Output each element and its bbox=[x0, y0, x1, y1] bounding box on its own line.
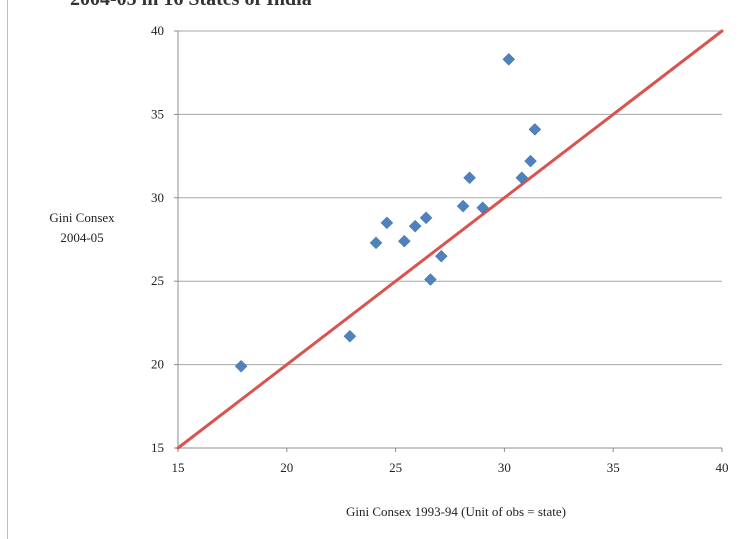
data-point-8 bbox=[424, 273, 437, 286]
y-tick-label-20: 20 bbox=[151, 357, 164, 372]
chart-frame bbox=[7, 0, 738, 539]
data-point-6 bbox=[408, 219, 422, 233]
x-tick-label-25: 25 bbox=[389, 460, 402, 475]
x-tick-label-30: 30 bbox=[498, 460, 511, 475]
data-point-12 bbox=[476, 201, 489, 215]
data-point-3 bbox=[369, 236, 383, 250]
y-tick-label-15: 15 bbox=[151, 440, 164, 455]
cropped-title: 2004-05 in 16 States of India bbox=[70, 0, 312, 11]
data-points bbox=[234, 53, 542, 373]
axis-titles: Gini Consex 1993-94 (Unit of obs = state… bbox=[49, 210, 566, 519]
data-point-13 bbox=[502, 53, 516, 66]
data-point-9 bbox=[434, 249, 448, 263]
x-axis-title: Gini Consex 1993-94 (Unit of obs = state… bbox=[346, 504, 566, 519]
data-point-11 bbox=[463, 171, 476, 185]
gridlines bbox=[178, 30, 722, 366]
data-point-14 bbox=[515, 171, 529, 185]
data-point-16 bbox=[528, 123, 542, 136]
tick-labels: 15 20 25 30 35 40 15 20 25 30 35 40 bbox=[151, 23, 729, 475]
y-axis-title-line-2: 2004-05 bbox=[60, 230, 103, 245]
data-point-15 bbox=[524, 154, 537, 168]
x-tick-label-15: 15 bbox=[172, 460, 185, 475]
data-point-5 bbox=[397, 234, 411, 248]
y-tick-label-25: 25 bbox=[151, 273, 164, 288]
y-tick-label-30: 30 bbox=[151, 190, 164, 205]
x-tick-label-20: 20 bbox=[280, 460, 293, 475]
x-tick-label-40: 40 bbox=[716, 460, 729, 475]
y-axis-title-line-1: Gini Consex bbox=[49, 210, 115, 225]
y-tick-label-40: 40 bbox=[151, 23, 164, 38]
data-point-1 bbox=[234, 359, 248, 373]
data-point-7 bbox=[419, 211, 433, 225]
reference-line-layer bbox=[176, 29, 724, 450]
x-tick-label-35: 35 bbox=[607, 460, 620, 475]
data-point-10 bbox=[456, 199, 470, 213]
data-point-4 bbox=[380, 216, 394, 230]
y-tick-label-35: 35 bbox=[151, 106, 164, 121]
reference-line bbox=[176, 29, 724, 450]
data-point-2 bbox=[343, 329, 357, 343]
